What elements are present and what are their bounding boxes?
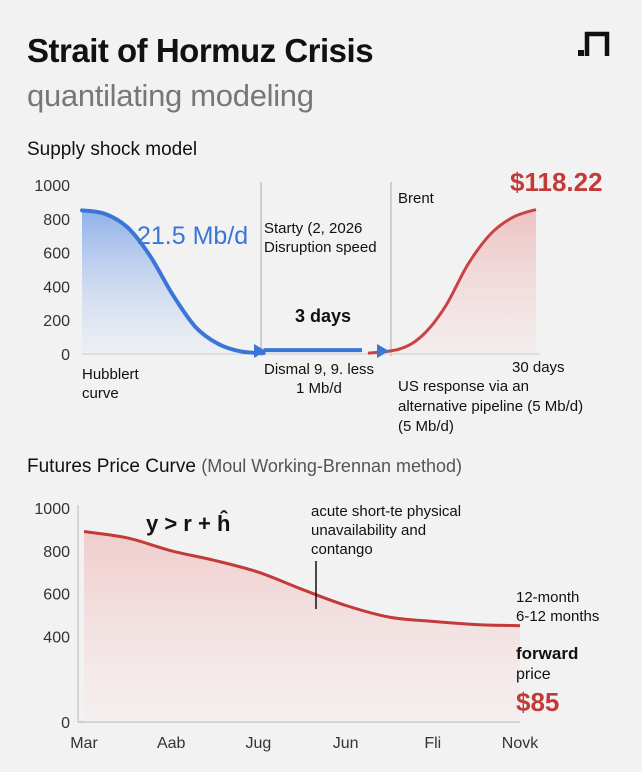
futures-chart-title: Futures Price Curve (Moul Working-Brenna… (27, 456, 462, 478)
y-tick-label: 600 (43, 246, 70, 263)
y-tick-label: 1000 (34, 178, 70, 195)
supply-area-fill (82, 210, 264, 354)
y-tick-label: 600 (43, 587, 70, 604)
y-tick-label: 800 (43, 212, 70, 229)
annotation-line-2: unavailability and (311, 522, 426, 539)
futures-title-note: (Moul Working-Brennan method) (201, 456, 463, 476)
thirty-days-label: 30 days (512, 359, 565, 376)
arrow-head-1 (254, 344, 266, 358)
annotation-line-3: contango (311, 541, 373, 558)
month-label-1: 12-month (516, 589, 579, 606)
x-tick-label: Jun (333, 735, 359, 752)
y-tick-label: 400 (43, 279, 70, 296)
y-tick-label: 0 (61, 715, 70, 732)
start-label-2: Disruption speed (264, 239, 377, 256)
bracket-logo-icon (578, 31, 610, 56)
hubbert-label-1: Hubblert (82, 366, 140, 383)
us-response-label-3: (5 Mb/d) (398, 418, 454, 435)
y-tick-label: 800 (43, 544, 70, 561)
x-tick-label: Jug (246, 735, 272, 752)
price-label: $118.22 (510, 170, 603, 197)
page-title: Strait of Hormuz Crisis (27, 32, 374, 69)
x-tick-label: Novk (502, 735, 539, 752)
arrow-head-2 (377, 344, 389, 358)
page-subtitle: quantilating modeling (27, 78, 314, 113)
supply-chart-title: Supply shock model (27, 139, 198, 160)
forward-price-label: $85 (516, 687, 559, 717)
dismal-label-2: 1 Mb/d (296, 380, 342, 397)
y-tick-label: 1000 (34, 501, 70, 518)
price-area-fill (368, 209, 536, 354)
us-response-label-2: alternative pipeline (5 Mb/d) (398, 398, 583, 415)
futures-curve-line (83, 530, 521, 628)
start-label-1: Starty (2, 2026 (264, 220, 362, 237)
dismal-label-1: Dismal 9, 9. less (264, 361, 374, 378)
futures-area-fill (84, 531, 520, 722)
month-label-2: 6-12 months (516, 608, 599, 625)
supply-curve-line (80, 208, 266, 356)
x-tick-label: Mar (70, 735, 98, 752)
y-tick-label: 200 (43, 313, 70, 330)
formula-label: y > r + ĥ (146, 510, 230, 536)
x-tick-label: Fli (424, 735, 441, 752)
rate-label: 21.5 Mb/d (137, 222, 248, 250)
hubbert-label-2: curve (82, 385, 119, 402)
x-tick-label: Aab (157, 735, 186, 752)
forward-label-2: price (516, 666, 551, 683)
annotation-line-1: acute short-te physical (311, 503, 461, 520)
us-response-label-1: US response via an (398, 378, 529, 395)
brent-price-line (367, 208, 537, 355)
y-tick-label: 400 (43, 629, 70, 646)
y-tick-label: 0 (61, 347, 70, 364)
futures-title-text: Futures Price Curve (27, 456, 196, 477)
duration-label: 3 days (295, 306, 351, 326)
brent-label: Brent (398, 190, 435, 207)
futures-price-chart: 1000 800 600 400 0 Mar Aab Jug Jun Fli Novk y > r… (34, 501, 599, 752)
forward-label-1: forward (516, 644, 578, 663)
supply-shock-chart: 1000 800 600 400 200 0 21.5 Mb/d Starty (2, 2… (34, 170, 603, 435)
